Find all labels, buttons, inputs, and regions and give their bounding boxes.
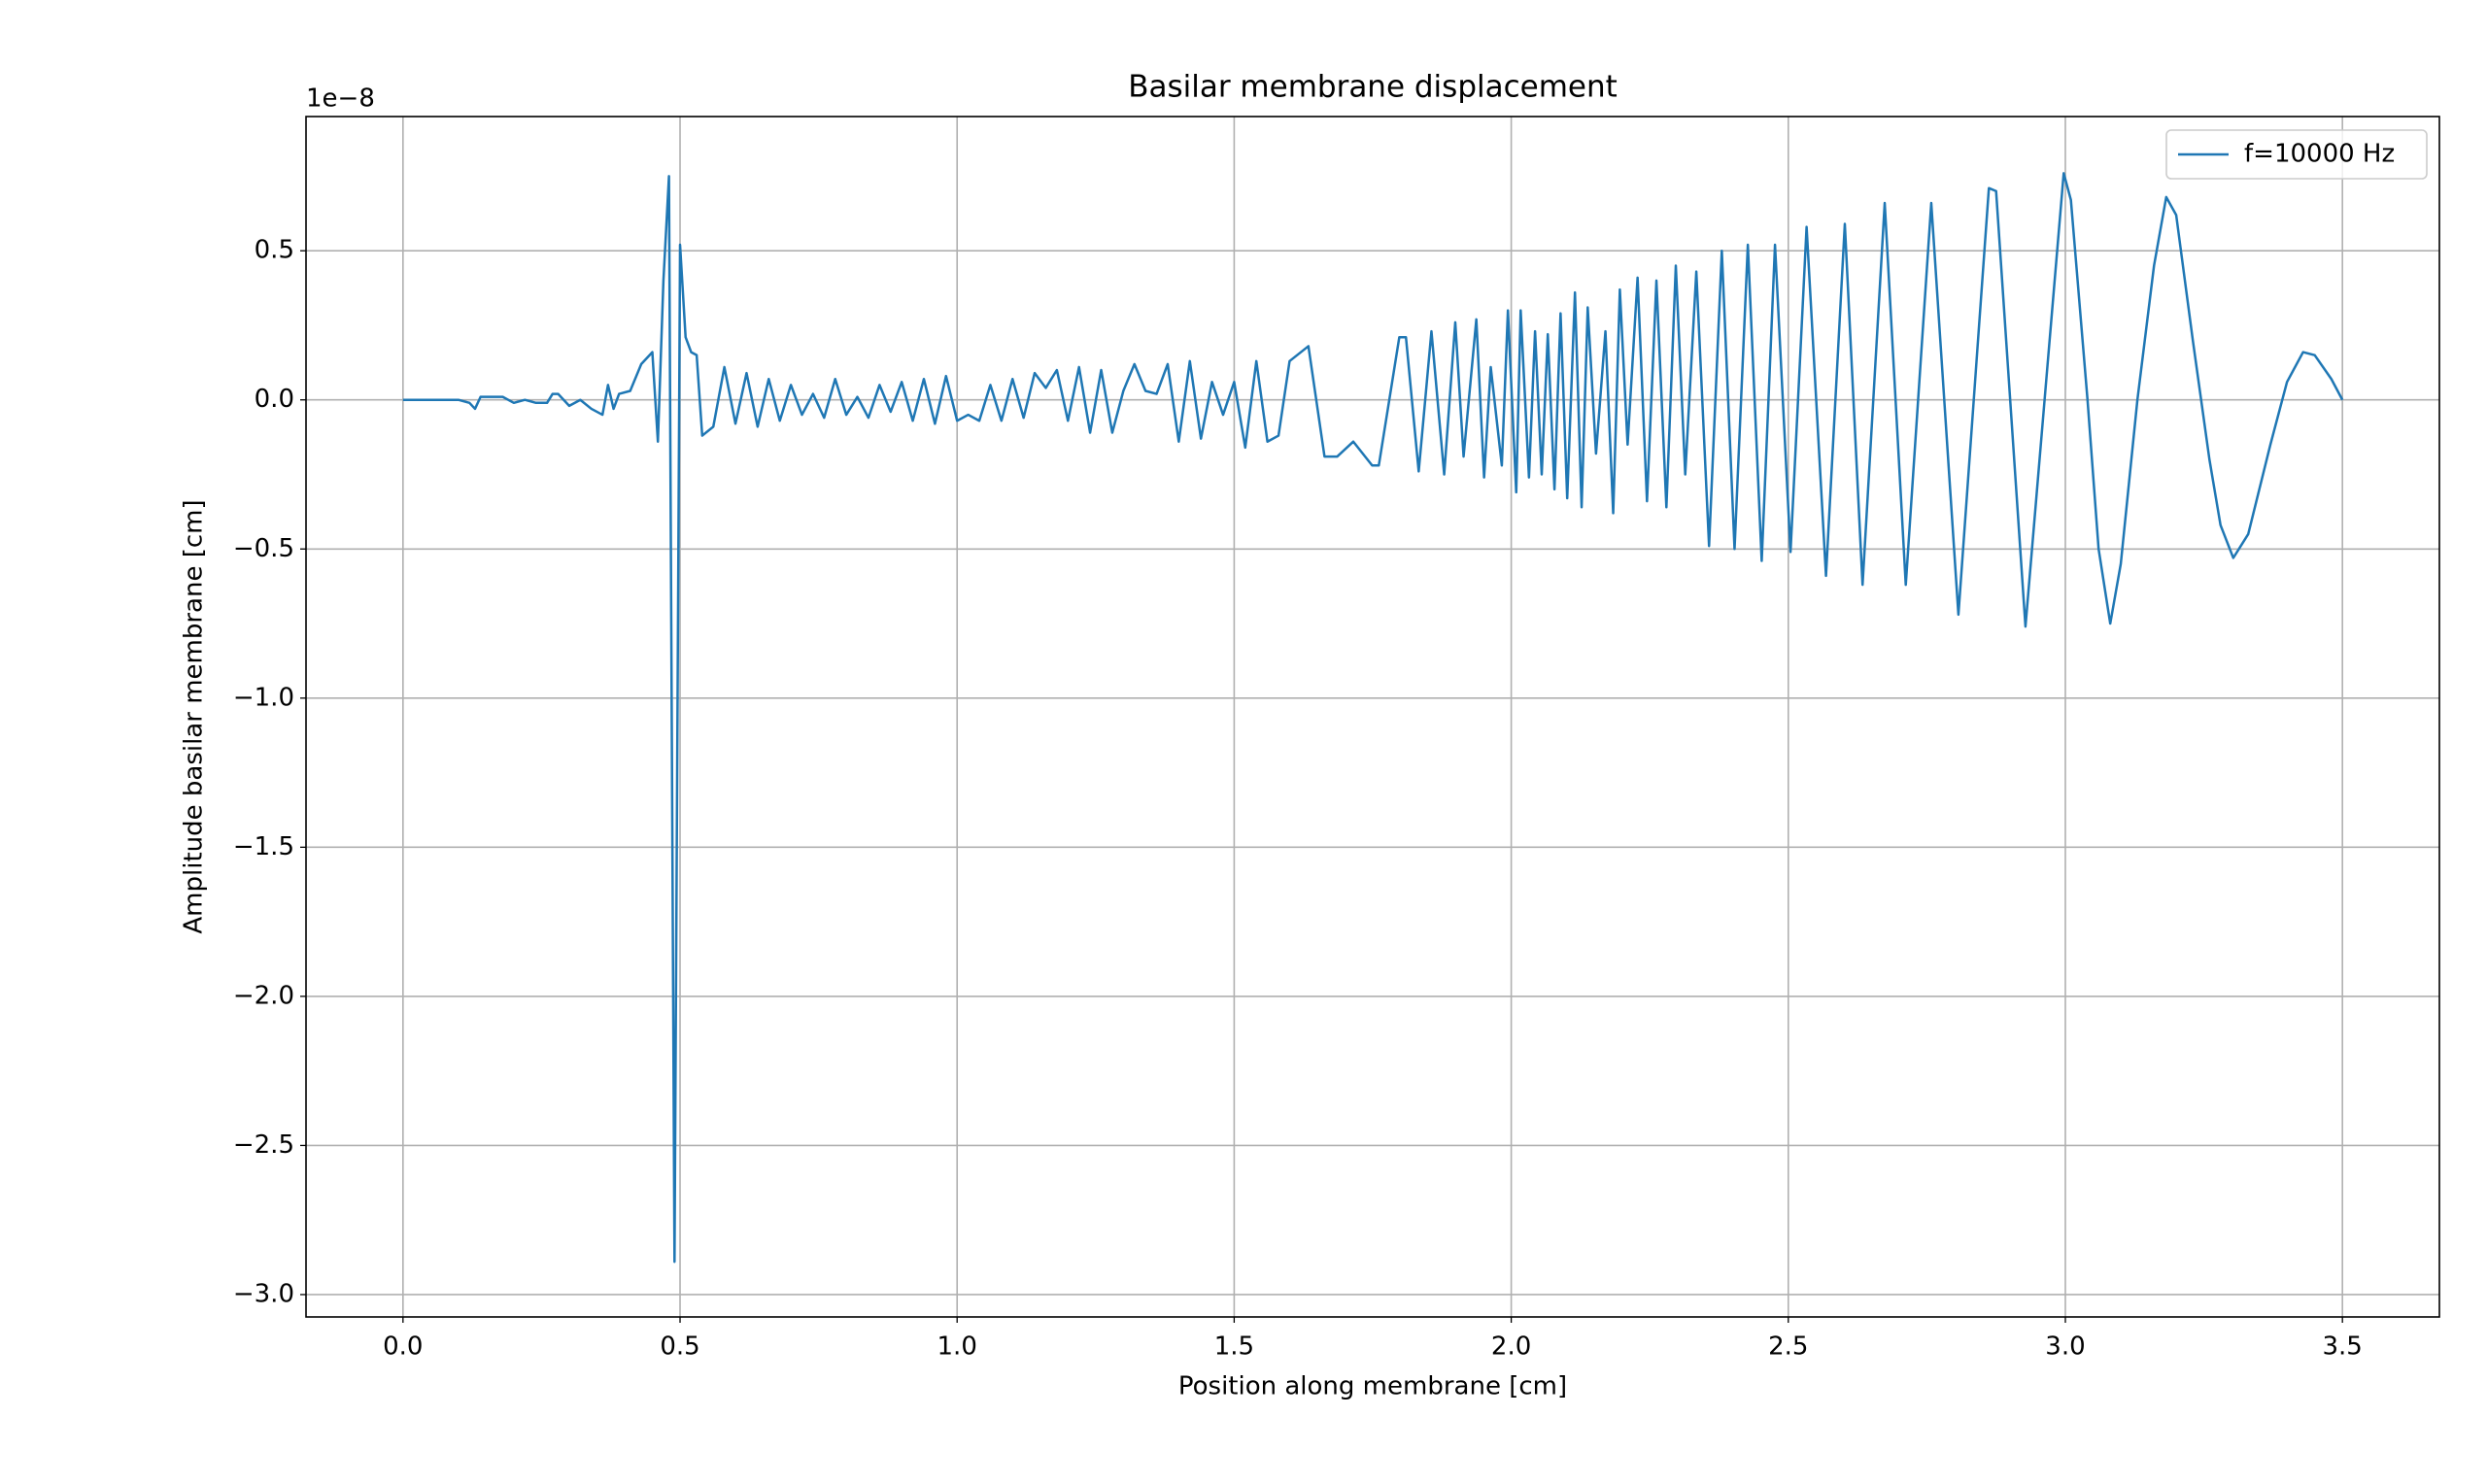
plot-frame xyxy=(305,116,2440,1318)
x-tick-label: 1.5 xyxy=(1214,1332,1254,1362)
y-tick-label: −0.5 xyxy=(233,534,294,563)
x-tick-label: 0.0 xyxy=(383,1332,423,1362)
x-tick-label: 1.0 xyxy=(937,1332,977,1362)
data-line xyxy=(402,172,2344,1264)
y-tick-label: −2.0 xyxy=(233,981,294,1010)
x-tick-label: 2.0 xyxy=(1491,1332,1531,1362)
y-tick-label: −3.0 xyxy=(233,1279,294,1308)
legend-box xyxy=(2165,129,2428,180)
y-offset-label: 1e−8 xyxy=(306,84,375,114)
x-tick-label: 2.5 xyxy=(1768,1332,1808,1362)
y-tick-label: 0.0 xyxy=(255,385,294,414)
x-tick-label: 3.0 xyxy=(2045,1332,2085,1362)
y-tick-label: −1.0 xyxy=(233,683,294,712)
x-tick-label: 3.5 xyxy=(2323,1332,2363,1362)
y-tick-label: 0.5 xyxy=(255,236,294,265)
x-axis-label: Position along membrane [cm] xyxy=(1178,1372,1567,1401)
chart-title: Basilar membrane displacement xyxy=(1128,70,1618,105)
legend-label: f=10000 Hz xyxy=(2244,140,2395,169)
x-tick-label: 0.5 xyxy=(660,1332,699,1362)
y-tick-label: −1.5 xyxy=(233,832,294,861)
y-tick-label: −2.5 xyxy=(233,1130,294,1160)
y-axis-label: Amplitude basilar membrane [cm] xyxy=(180,499,209,933)
